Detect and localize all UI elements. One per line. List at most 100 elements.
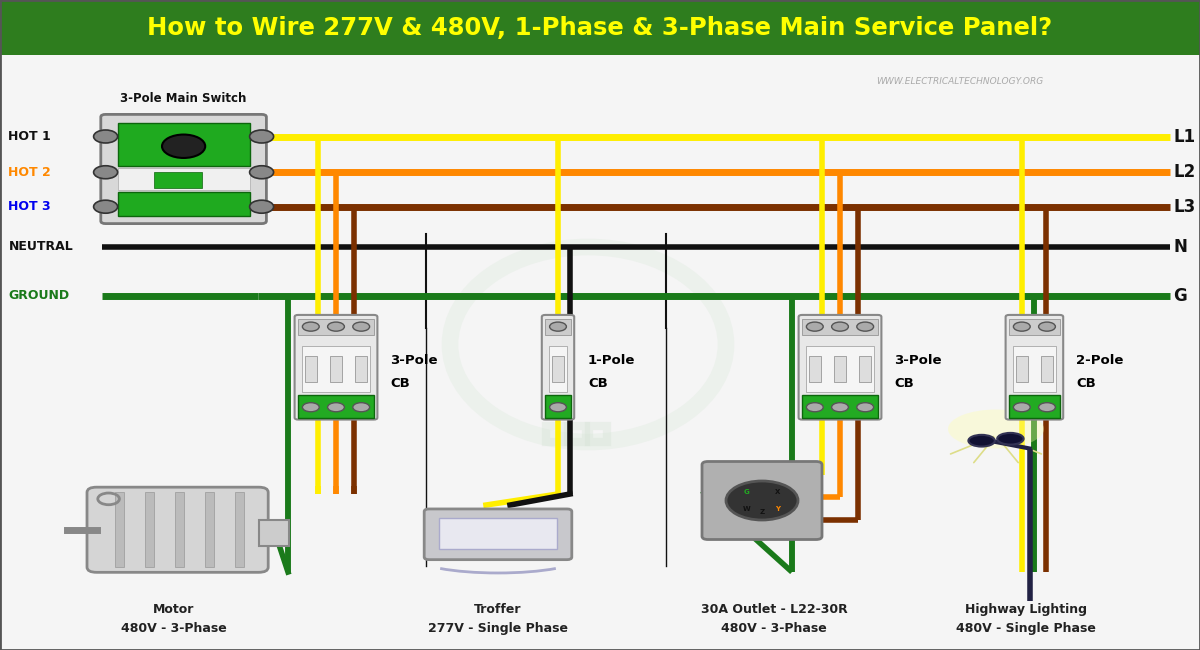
Text: 1-Pole: 1-Pole [588,354,635,367]
Text: 480V - 3-Phase: 480V - 3-Phase [121,622,227,635]
Text: Motor: Motor [154,603,194,616]
Text: Z: Z [760,509,764,515]
Circle shape [806,402,823,412]
Circle shape [1038,322,1056,332]
Circle shape [857,402,874,412]
Text: CB: CB [390,377,409,390]
Text: L3: L3 [1174,198,1196,216]
Bar [330,356,342,382]
Bar [439,518,557,549]
Text: 3-Pole: 3-Pole [390,354,438,367]
Circle shape [1013,402,1030,412]
FancyBboxPatch shape [425,509,571,560]
Text: 480V - Single Phase: 480V - Single Phase [956,622,1096,635]
Bar [806,346,874,391]
Text: W: W [743,506,751,512]
Bar [118,192,250,216]
Text: How to Wire 277V & 480V, 1-Phase & 3-Phase Main Service Panel?: How to Wire 277V & 480V, 1-Phase & 3-Pha… [148,16,1052,40]
Bar [802,319,878,335]
Ellipse shape [997,433,1024,445]
Circle shape [353,322,370,332]
FancyBboxPatch shape [101,114,266,224]
Bar [175,493,185,567]
Bar [0,0,1200,55]
Text: HOT 1: HOT 1 [8,130,52,143]
Bar [299,395,374,418]
Circle shape [832,322,848,332]
Circle shape [1013,322,1030,332]
Circle shape [832,402,848,412]
FancyBboxPatch shape [542,315,575,420]
Circle shape [328,322,344,332]
Circle shape [328,402,344,412]
Bar [114,493,124,567]
Text: CB: CB [894,377,913,390]
Bar [118,168,250,190]
Text: 480V - 3-Phase: 480V - 3-Phase [721,622,827,635]
Circle shape [302,402,319,412]
Text: NEUTRAL: NEUTRAL [8,240,73,254]
Bar [1042,356,1054,382]
Bar [1015,356,1027,382]
Bar [802,395,878,418]
Text: G: G [1174,287,1187,305]
Text: GROUND: GROUND [8,289,70,302]
Circle shape [857,322,874,332]
Bar [299,319,374,335]
Bar [545,319,571,335]
Text: 2-Pole: 2-Pole [1076,354,1123,367]
Bar [259,520,289,546]
Bar [545,395,571,418]
FancyBboxPatch shape [799,315,881,420]
Text: Y: Y [775,506,780,512]
Text: L2: L2 [1174,163,1196,181]
FancyBboxPatch shape [86,488,269,573]
Bar [589,426,607,442]
Circle shape [806,322,823,332]
Text: 30A Outlet - L22-30R: 30A Outlet - L22-30R [701,603,847,616]
Circle shape [94,166,118,179]
Bar [302,346,370,391]
Bar [809,356,821,382]
Bar [834,356,846,382]
Text: Highway Lighting: Highway Lighting [965,603,1087,616]
Bar [355,356,367,382]
Bar [204,493,214,567]
Circle shape [550,402,566,412]
Text: L1: L1 [1174,127,1195,146]
Text: 3-Pole: 3-Pole [894,354,942,367]
Text: 3-Pole Main Switch: 3-Pole Main Switch [120,92,247,105]
FancyBboxPatch shape [1006,315,1063,420]
Text: G: G [744,489,750,495]
Circle shape [302,322,319,332]
Bar [145,493,154,567]
Bar [1009,319,1060,335]
Circle shape [1038,402,1056,412]
Circle shape [250,166,274,179]
Text: HOT 3: HOT 3 [8,200,52,213]
Circle shape [250,130,274,143]
Bar [550,346,568,391]
Circle shape [353,402,370,412]
Circle shape [250,200,274,213]
Ellipse shape [948,410,1044,448]
FancyBboxPatch shape [295,315,377,420]
Bar [154,172,202,188]
Text: CB: CB [588,377,607,390]
Circle shape [94,130,118,143]
Text: X: X [774,489,780,495]
Bar [568,426,586,442]
Text: HOT 2: HOT 2 [8,166,52,179]
Bar [305,356,317,382]
Bar [118,124,250,166]
Bar [1013,346,1056,391]
Ellipse shape [968,435,995,447]
Bar [552,356,564,382]
Circle shape [726,481,798,520]
Text: CB: CB [1076,377,1096,390]
Circle shape [94,200,118,213]
FancyBboxPatch shape [702,462,822,540]
Bar [859,356,871,382]
Bar [1009,395,1060,418]
Circle shape [162,135,205,158]
